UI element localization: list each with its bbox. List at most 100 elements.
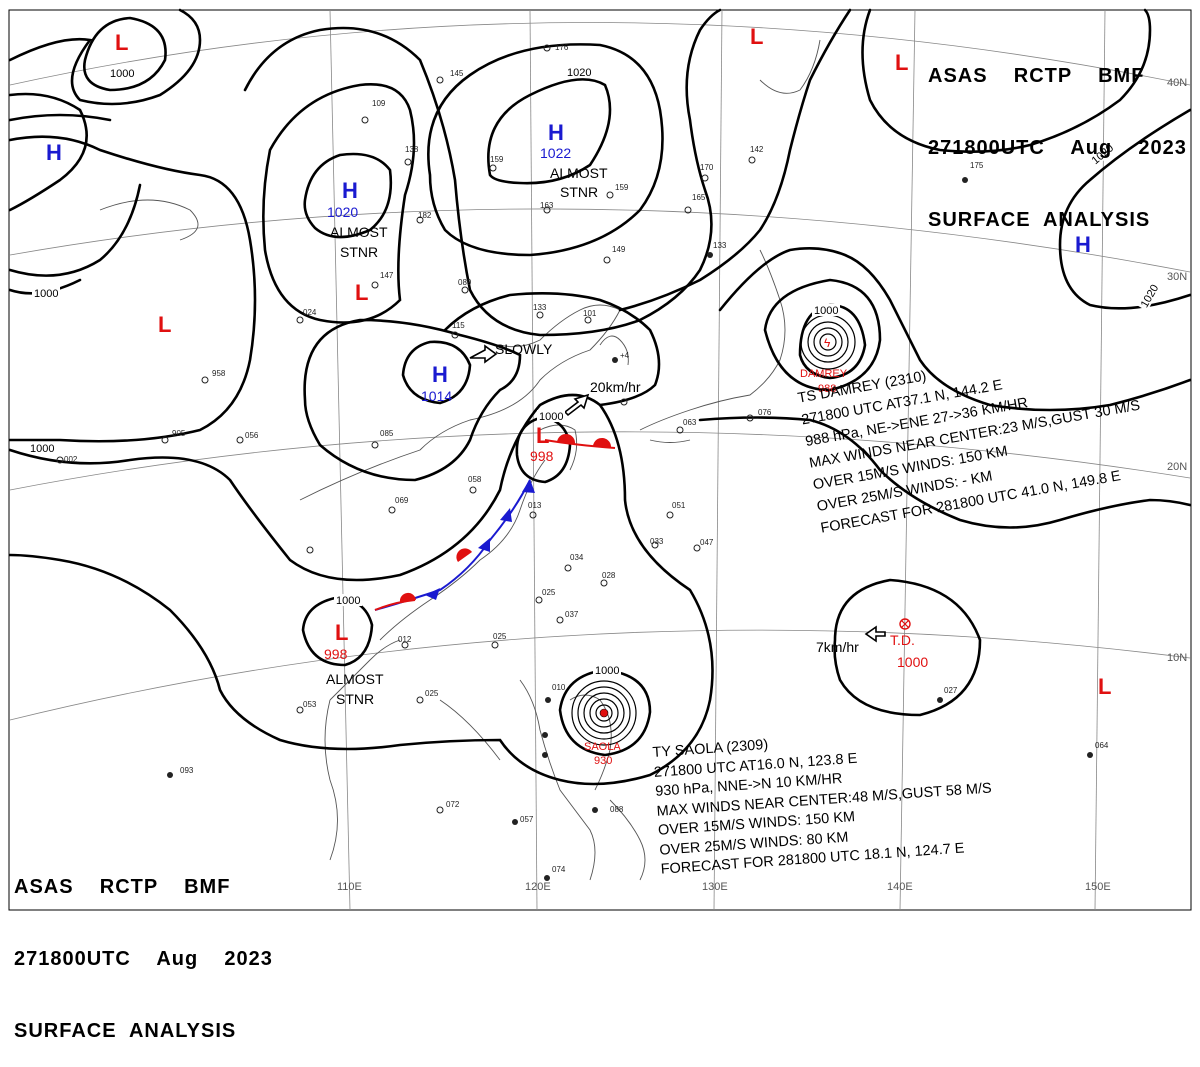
svg-text:109: 109 bbox=[372, 99, 386, 108]
station-plots: 176 145 109 138 159 159 165 170 142 163 … bbox=[56, 43, 1109, 881]
isobar bbox=[1058, 108, 1192, 310]
isobar bbox=[8, 113, 112, 122]
isobar bbox=[833, 578, 982, 717]
svg-text:076: 076 bbox=[758, 408, 772, 417]
svg-text:085: 085 bbox=[380, 429, 394, 438]
svg-text:147: 147 bbox=[380, 271, 394, 280]
high-symbol: H bbox=[432, 362, 448, 387]
header-line: 271800UTC Aug 2023 bbox=[14, 948, 273, 970]
svg-text:165: 165 bbox=[692, 193, 706, 202]
pressure-values: 1022 1020 1014 998 998 988 DAMREY SAOLA … bbox=[324, 145, 928, 767]
svg-text:010: 010 bbox=[552, 683, 566, 692]
td-label: T.D. bbox=[890, 632, 915, 648]
cold-front-barb bbox=[500, 508, 512, 522]
low-symbol: L bbox=[158, 312, 171, 337]
svg-text:013: 013 bbox=[528, 501, 542, 510]
svg-text:037: 037 bbox=[565, 610, 579, 619]
header-line: ASAS RCTP BMF bbox=[928, 65, 1145, 87]
high-pressure: 1014 bbox=[421, 388, 452, 404]
isobar bbox=[427, 43, 664, 257]
svg-text:170: 170 bbox=[700, 163, 714, 172]
isobar-label: 1000 bbox=[814, 305, 838, 317]
isobar bbox=[8, 8, 202, 106]
low-symbol: L bbox=[335, 620, 348, 645]
svg-text:034: 034 bbox=[570, 553, 584, 562]
almost-stnr-note: ALMOST bbox=[330, 224, 388, 240]
cold-front-barb bbox=[425, 588, 440, 600]
svg-text:025: 025 bbox=[425, 689, 439, 698]
svg-text:+4: +4 bbox=[620, 351, 630, 360]
header-top-right: ASAS RCTP BMF 271800UTC Aug 2023 SURFACE… bbox=[928, 16, 1187, 256]
saola-center bbox=[599, 708, 609, 718]
isobar bbox=[8, 393, 714, 786]
svg-text:958: 958 bbox=[212, 369, 226, 378]
almost-stnr-note: ALMOST bbox=[326, 671, 384, 687]
svg-text:182: 182 bbox=[418, 211, 432, 220]
header-line: ASAS RCTP BMF bbox=[14, 876, 231, 898]
isobar bbox=[8, 135, 257, 443]
motion-arrows bbox=[469, 344, 886, 643]
svg-text:025: 025 bbox=[493, 632, 507, 641]
graticule bbox=[9, 9, 1191, 911]
almost-stnr-note: ALMOST bbox=[550, 165, 608, 181]
svg-text:058: 058 bbox=[468, 475, 482, 484]
warm-front-bump bbox=[456, 548, 472, 562]
svg-text:069: 069 bbox=[395, 496, 409, 505]
damrey-center-icon: ϟ bbox=[824, 336, 831, 350]
system-notes: ALMOST STNR ALMOST STNR ALMOST STNR SLOW… bbox=[326, 165, 859, 707]
isobar-label: 1000 bbox=[336, 595, 360, 607]
lat-label: 20N bbox=[1167, 461, 1187, 473]
arrow-20kmhr bbox=[563, 393, 590, 417]
arrow-7kmhr bbox=[864, 625, 886, 643]
isobar bbox=[861, 8, 1152, 153]
low-pressure: 998 bbox=[324, 646, 348, 662]
isobar bbox=[618, 8, 852, 312]
svg-text:053: 053 bbox=[303, 700, 317, 709]
svg-text:056: 056 bbox=[245, 431, 259, 440]
svg-text:149: 149 bbox=[612, 245, 626, 254]
isobar bbox=[83, 16, 167, 92]
isobar bbox=[303, 318, 522, 482]
svg-text:088: 088 bbox=[610, 805, 624, 814]
low-symbol: L bbox=[115, 30, 128, 55]
header-bottom-left: ASAS RCTP BMF 271800UTC Aug 2023 SURFACE… bbox=[14, 827, 273, 1067]
header-line: SURFACE ANALYSIS bbox=[928, 209, 1151, 231]
high-symbol: H bbox=[1075, 232, 1091, 257]
td-center bbox=[899, 618, 911, 630]
low-symbol: L bbox=[536, 423, 549, 448]
svg-text:138: 138 bbox=[405, 145, 419, 154]
svg-text:089: 089 bbox=[458, 278, 472, 287]
damrey-label: DAMREY bbox=[800, 368, 848, 380]
lon-label: 110E bbox=[337, 881, 362, 893]
arrow-slowly bbox=[469, 344, 498, 364]
isobar bbox=[8, 183, 142, 277]
svg-text:093: 093 bbox=[180, 766, 194, 775]
lat-label: 10N bbox=[1167, 652, 1187, 664]
svg-text:063: 063 bbox=[683, 418, 697, 427]
header-line: 271800UTC Aug 2023 bbox=[928, 137, 1187, 159]
lon-label: 150E bbox=[1085, 881, 1111, 893]
header-line: SURFACE ANALYSIS bbox=[14, 1020, 237, 1042]
svg-text:142: 142 bbox=[750, 145, 764, 154]
svg-text:905: 905 bbox=[172, 429, 186, 438]
svg-text:133: 133 bbox=[533, 303, 547, 312]
low-symbol: L bbox=[355, 280, 368, 305]
isobar bbox=[303, 152, 393, 239]
saola-label: SAOLA bbox=[584, 741, 621, 753]
svg-text:163: 163 bbox=[540, 201, 554, 210]
lon-label: 120E bbox=[525, 881, 551, 893]
high-pressure: 1022 bbox=[540, 145, 571, 161]
isobar-labels: 1000 1020 1000 1000 1020 1020 1000 1000 … bbox=[28, 66, 1161, 677]
svg-text:159: 159 bbox=[490, 155, 504, 164]
coastlines bbox=[99, 39, 821, 881]
svg-text:002: 002 bbox=[64, 455, 78, 464]
high-symbol: H bbox=[342, 178, 358, 203]
low-symbol: L bbox=[895, 50, 908, 75]
svg-text:145: 145 bbox=[450, 69, 464, 78]
svg-text:072: 072 bbox=[446, 800, 460, 809]
isobar-label: 1000 bbox=[595, 665, 619, 677]
isobar bbox=[763, 278, 882, 392]
lat-label: 40N bbox=[1167, 77, 1187, 89]
warm-front-bump bbox=[399, 592, 416, 602]
isobar-label: 1020 bbox=[1139, 283, 1162, 310]
